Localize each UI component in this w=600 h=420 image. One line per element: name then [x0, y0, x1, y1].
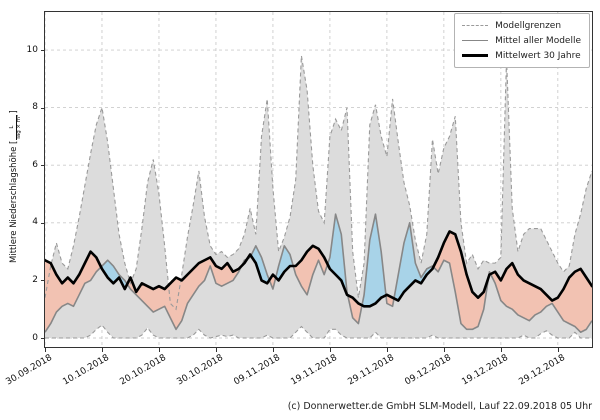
x-tick-mark	[386, 348, 388, 352]
legend-item-mittel-aller-modelle: Mittel aller Modelle	[462, 33, 581, 48]
y-tick-label: 6	[32, 159, 38, 170]
x-tick-label: 19.12.2018	[460, 353, 510, 388]
gray-line-swatch	[462, 40, 489, 41]
y-tick-mark	[41, 338, 45, 339]
y-tick-mark	[41, 165, 45, 167]
y-tick-label: 10	[26, 44, 38, 55]
x-tick-label: 09.12.2018	[403, 353, 453, 388]
x-tick-mark	[329, 348, 331, 352]
legend-label: Mittelwert 30 Jahre	[495, 50, 581, 61]
x-tick-label: 20.10.2018	[118, 353, 168, 388]
x-tick-label: 30.09.2018	[4, 353, 55, 388]
x-tick-label: 09.11.2018	[232, 353, 282, 388]
x-tick-label: 29.11.2018	[346, 353, 396, 388]
x-tick-mark	[272, 348, 274, 352]
x-tick-label: 29.12.2018	[517, 353, 567, 388]
x-tick-mark	[557, 348, 559, 352]
black-line-swatch	[462, 54, 489, 57]
y-tick-mark	[41, 280, 45, 282]
x-tick-mark	[500, 348, 502, 352]
model-min-line	[45, 324, 592, 339]
x-tick-mark	[101, 348, 103, 352]
x-tick-mark	[443, 348, 445, 352]
y-tick-mark	[41, 222, 45, 224]
legend-label: Mittel aller Modelle	[495, 35, 581, 46]
norm-30y-line	[45, 230, 592, 308]
y-tick-label: 8	[32, 102, 38, 113]
x-tick-mark	[45, 348, 46, 352]
model-mean-line	[45, 213, 592, 334]
model-max-line	[45, 55, 592, 311]
legend-item-modellgrenzen: Modellgrenzen	[462, 18, 581, 33]
y-tick-mark	[41, 107, 45, 109]
y-tick-label: 2	[32, 274, 38, 285]
x-tick-label: 19.11.2018	[289, 353, 339, 388]
y-axis-label: Mittlere Niederschlagshöhe [L Tag × m²]	[9, 110, 23, 263]
legend: Modellgrenzen Mittel aller Modelle Mitte…	[454, 13, 590, 68]
copyright-caption: (c) Donnerwetter.de GmbH SLM-Modell, Lau…	[287, 401, 592, 412]
x-tick-label: 30.10.2018	[175, 353, 225, 388]
y-tick-label: 4	[32, 217, 38, 228]
legend-item-mittelwert-30-jahre: Mittelwert 30 Jahre	[462, 48, 581, 63]
dashed-line-swatch	[462, 25, 489, 26]
below-normal-fill	[45, 231, 592, 333]
x-tick-label: 10.10.2018	[61, 353, 111, 388]
x-tick-mark	[158, 348, 160, 352]
y-tick-mark	[41, 50, 45, 51]
x-tick-mark	[215, 348, 217, 352]
y-tick-label: 0	[32, 332, 38, 343]
legend-label: Modellgrenzen	[495, 20, 562, 31]
unit-denominator: Tag × m²	[16, 114, 22, 140]
y-axis-unit-fraction: L Tag × m²	[9, 114, 23, 140]
